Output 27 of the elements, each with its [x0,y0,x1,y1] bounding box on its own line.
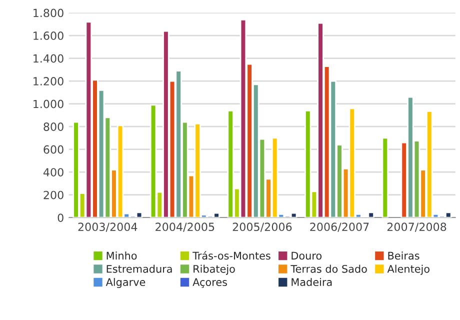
y-tick-label: 1.400 [34,54,64,63]
bar [382,137,389,218]
y-tick-label: 1.600 [34,32,64,40]
legend-label: Ribatejo [194,264,235,275]
x-tick-label: 2006/2007 [310,222,369,232]
legend-label: Trás-os-Montes [192,251,270,260]
legend-label: Algarve [106,278,146,288]
legend-label: Douro [292,252,322,260]
x-tick-label: 2003/2004 [78,222,138,232]
y-tick-label: 400 [43,168,64,176]
y-tick-label: 0 [58,214,64,222]
y-tick-label: 200 [44,190,64,200]
legend-label: Terras do Sado [290,264,367,273]
x-tick-label: 2007/2008 [387,222,446,232]
y-tick-label: 1.200 [34,77,64,86]
y-tick-label: 600 [44,145,64,154]
legend-label: Madeira [292,278,332,286]
legend-label: Açores [192,278,227,288]
legend-label: Alentejo [387,264,430,275]
x-tick-label: 2005/2006 [232,222,292,232]
legend-label: Beiras [388,252,420,260]
y-tick-label: 1.000 [34,100,64,108]
x-tick-label: 2004/2005 [156,222,214,232]
y-tick-label: 1.800 [34,8,64,18]
legend-label: Minho [106,252,137,260]
y-tick-label: 800 [44,122,64,131]
legend-label: Estremadura [106,264,172,273]
